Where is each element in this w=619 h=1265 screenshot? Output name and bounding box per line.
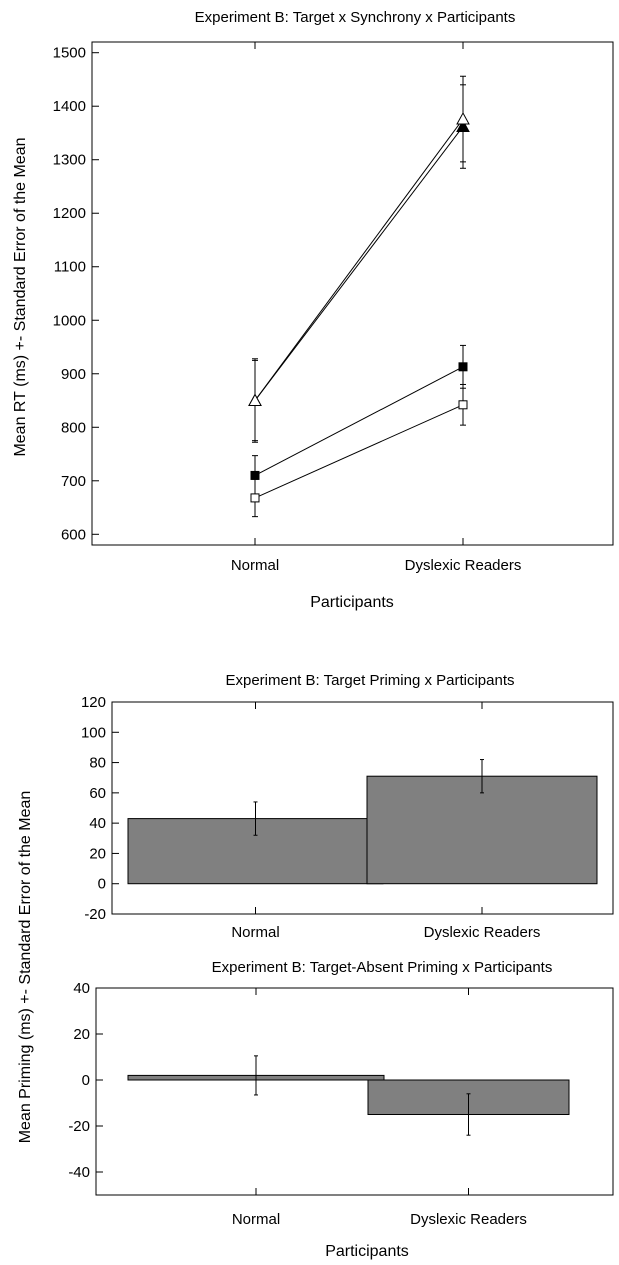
chart3-x-tick-label: Dyslexic Readers — [410, 1211, 527, 1228]
chart2-y-tick-label: 100 — [81, 724, 106, 741]
data-point — [456, 112, 470, 125]
data-point — [458, 400, 468, 410]
chart1-y-tick-label: 900 — [61, 366, 86, 383]
data-point — [250, 493, 260, 503]
chart2-plot-frame — [111, 701, 614, 915]
chart2-y-tick-label: 0 — [98, 876, 106, 893]
chart1-title: Experiment B: Target x Synchrony x Parti… — [195, 9, 516, 26]
data-point — [248, 393, 262, 407]
chart3-y-tick-label: -40 — [68, 1164, 90, 1181]
chart1-y-tick-label: 800 — [61, 419, 86, 436]
shared-y-axis-label: Mean Priming (ms) +- Standard Error of t… — [17, 791, 34, 1144]
chart3-y-tick-label: 20 — [73, 1026, 90, 1043]
chart2-title: Experiment B: Target Priming x Participa… — [225, 672, 514, 689]
chart3-y-tick-label: 40 — [73, 980, 90, 997]
chart1-series-filled-square — [250, 344, 468, 496]
chart2-y-tick-label: 80 — [89, 755, 106, 772]
chart1-y-tick-label: 1000 — [53, 312, 86, 329]
chart2-x-tick-label: Dyslexic Readers — [424, 924, 541, 941]
chart1-x-axis-label: Participants — [310, 594, 394, 611]
rt-line-chart: Experiment B: Target x Synchrony x Parti… — [12, 9, 614, 611]
chart1-y-tick-label: 1200 — [53, 205, 86, 222]
chart2-x-tick-label: Normal — [231, 924, 279, 941]
data-point — [250, 470, 260, 480]
series-line — [254, 366, 464, 476]
data-point — [458, 362, 468, 372]
target-priming-bar-chart: Experiment B: Target Priming x Participa… — [81, 672, 614, 941]
chart1-series-open-triangle — [248, 75, 470, 442]
chart1-y-axis-label: Mean RT (ms) +- Standard Error of the Me… — [12, 137, 29, 456]
chart2-y-tick-label: 40 — [89, 815, 106, 832]
chart1-x-tick-label: Dyslexic Readers — [405, 557, 522, 574]
chart1-x-tick-label: Normal — [231, 557, 279, 574]
series-line — [254, 126, 464, 401]
chart2-y-tick-label: -20 — [84, 906, 106, 923]
chart1-y-tick-label: 1500 — [53, 45, 86, 62]
chart2-y-tick-label: 60 — [89, 785, 106, 802]
chart1-y-tick-label: 1100 — [54, 259, 86, 276]
series-line — [254, 404, 464, 499]
chart3-y-tick-label: -20 — [68, 1118, 90, 1135]
bar-dyslexic-readers — [366, 775, 598, 885]
chart3-y-tick-label: 0 — [82, 1072, 90, 1089]
chart3-x-tick-label: Normal — [232, 1211, 280, 1228]
chart1-y-tick-label: 1400 — [53, 98, 86, 115]
chart1-y-tick-label: 600 — [61, 526, 86, 543]
chart1-plot-frame — [91, 41, 614, 546]
chart3-title: Experiment B: Target-Absent Priming x Pa… — [212, 959, 553, 976]
chart1-series-filled-triangle — [248, 84, 470, 443]
chart2-y-tick-label: 120 — [81, 694, 106, 711]
chart1-y-tick-label: 1300 — [53, 152, 86, 169]
chart1-y-tick-label: 700 — [61, 473, 86, 490]
chart3-plot-frame — [95, 987, 614, 1196]
chart1-series-open-square — [250, 383, 468, 518]
chart2-y-tick-label: 20 — [89, 845, 106, 862]
target-absent-priming-bar-chart: Experiment B: Target-Absent Priming x Pa… — [68, 959, 614, 1260]
chart3-x-axis-label: Participants — [325, 1243, 409, 1260]
series-line — [254, 118, 464, 401]
